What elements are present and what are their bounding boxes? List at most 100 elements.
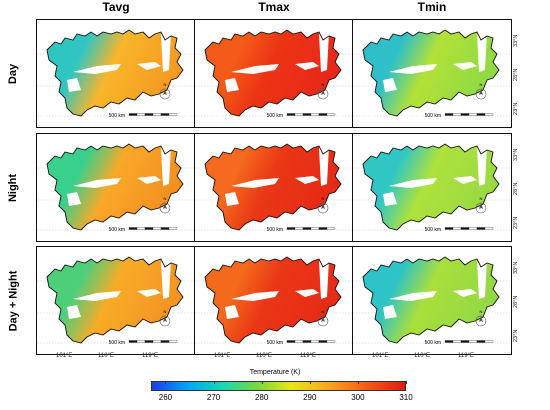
- temperature-map: N 500 km: [195, 143, 352, 233]
- no-data-area: [67, 192, 81, 206]
- scale-bar-segment: [286, 340, 296, 343]
- map-panel-tavg-night: N 500 km: [36, 133, 196, 242]
- region-outline: [362, 29, 500, 117]
- scale-bar-segment: [294, 227, 304, 230]
- no-data-area: [477, 259, 487, 299]
- lon-label: 101°E: [56, 353, 73, 359]
- row-title-day-night: Day + Night: [7, 270, 20, 331]
- scale-bar-label: 500 km: [425, 113, 441, 119]
- no-data-gaps: [67, 259, 171, 319]
- scale-bar-segment: [302, 113, 312, 116]
- lat-labels-row-3: 33°N 28°N 23°N: [513, 246, 527, 355]
- no-data-gaps: [383, 32, 487, 92]
- north-label: N: [164, 309, 167, 314]
- no-data-area: [161, 259, 171, 299]
- column-title-tmin: Tmin: [417, 0, 447, 14]
- region-outline: [46, 256, 184, 344]
- scale-bar-segment: [444, 340, 454, 343]
- scale-bar-segment: [286, 227, 296, 230]
- temperature-map: N 500 km: [37, 256, 194, 346]
- no-data-area: [67, 78, 81, 92]
- no-data-area: [477, 146, 487, 186]
- no-data-gaps: [225, 32, 329, 92]
- north-arrow-icon: [163, 89, 167, 95]
- lon-label: 110°E: [256, 353, 272, 359]
- no-data-area: [319, 146, 329, 186]
- map-panel-tmin-daynight: N 500 km: [352, 246, 512, 355]
- no-data-area: [161, 146, 171, 186]
- scale-bar-segment: [318, 227, 328, 230]
- no-data-area: [231, 291, 279, 301]
- colorbar-tick-label: 300: [351, 393, 365, 402]
- colorbar-tick-mark: [213, 381, 215, 384]
- scale-bar-segment: [326, 340, 336, 343]
- no-data-area: [137, 62, 161, 70]
- scale-bar-segment: [484, 340, 494, 343]
- north-label: N: [480, 309, 483, 314]
- map-panel-tavg-daynight: N 500 km: [36, 246, 196, 355]
- colorbar-tick-label: 310: [399, 393, 413, 402]
- no-data-area: [73, 178, 121, 188]
- no-data-area: [477, 32, 487, 72]
- scale-bar-segment: [144, 227, 154, 230]
- no-data-area: [231, 178, 279, 188]
- scale-bar-label: 500 km: [109, 227, 125, 233]
- scale-bar-segment: [128, 227, 138, 230]
- lat-label: 23°N: [513, 216, 519, 229]
- scale-bar-segment: [484, 113, 494, 116]
- no-data-gaps: [225, 146, 329, 206]
- colorbar-tick-label: 280: [254, 393, 269, 402]
- lat-label: 33°N: [513, 148, 519, 161]
- scale-bar-segment: [136, 227, 146, 230]
- map-panel-tmin-night: N 500 km: [352, 133, 512, 242]
- scale-bar-segment: [468, 113, 478, 116]
- column-title-tavg: Tavg: [102, 0, 130, 14]
- scale-bar-segment: [168, 113, 178, 116]
- no-data-area: [225, 305, 239, 319]
- scale-bar-segment: [144, 340, 154, 343]
- colorbar-tick-label: 270: [206, 393, 221, 402]
- north-label: N: [164, 196, 167, 201]
- north-label: N: [322, 309, 325, 314]
- column-title-tmax: Tmax: [258, 0, 290, 14]
- colorbar-tick-mark: [261, 381, 263, 384]
- no-data-area: [73, 64, 121, 74]
- no-data-area: [453, 289, 477, 297]
- north-arrow-icon: [321, 316, 325, 322]
- lon-label: 119°E: [142, 353, 158, 359]
- scale-bar-segment: [476, 227, 486, 230]
- no-data-area: [295, 176, 319, 184]
- no-data-area: [73, 291, 121, 301]
- no-data-area: [231, 64, 279, 74]
- scale-bar-label: 500 km: [425, 340, 441, 346]
- no-data-area: [137, 176, 161, 184]
- temperature-map: N 500 km: [195, 256, 352, 346]
- scale-bar-segment: [326, 227, 336, 230]
- north-arrow-icon: [479, 316, 483, 322]
- scale-bar-segment: [310, 227, 320, 230]
- scale-bar-segment: [168, 340, 178, 343]
- scale-bar-segment: [152, 227, 162, 230]
- scale-bar-label: 500 km: [267, 227, 283, 233]
- north-label: N: [480, 196, 483, 201]
- scale-bar-segment: [476, 113, 486, 116]
- scale-bar-segment: [136, 340, 146, 343]
- scale-bar-segment: [468, 340, 478, 343]
- scale-bar-segment: [160, 340, 170, 343]
- no-data-area: [453, 62, 477, 70]
- north-arrow-icon: [479, 89, 483, 95]
- scale-bar-label: 500 km: [425, 227, 441, 233]
- lat-label: 28°N: [513, 68, 519, 81]
- scale-bar-segment: [294, 340, 304, 343]
- north-label: N: [164, 82, 167, 87]
- row-title-day: Day: [7, 63, 19, 84]
- map-panel-tavg-day: N 500 km: [36, 19, 196, 128]
- north-arrow-icon: [163, 316, 167, 322]
- colorbar-tick-mark: [309, 381, 311, 384]
- no-data-area: [389, 64, 437, 74]
- scale-bar-segment: [152, 340, 162, 343]
- temperature-map: N 500 km: [353, 256, 510, 346]
- colorbar-tick-mark: [165, 381, 167, 384]
- temperature-map: N 500 km: [353, 29, 510, 119]
- scale-bar-segment: [318, 340, 328, 343]
